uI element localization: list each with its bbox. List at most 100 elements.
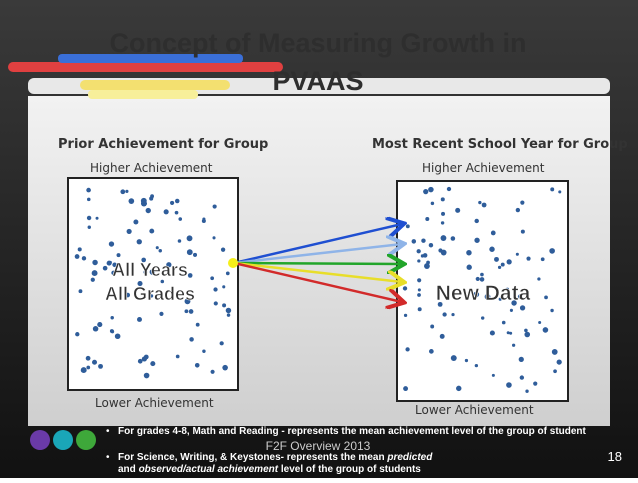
dot <box>450 236 456 241</box>
dot <box>141 356 147 362</box>
dot <box>437 301 443 307</box>
dot <box>451 312 455 317</box>
dot <box>411 239 417 244</box>
dot <box>497 265 502 270</box>
dot <box>428 349 434 354</box>
decor <box>53 430 73 450</box>
dot <box>442 312 447 317</box>
dot <box>475 276 480 281</box>
dot <box>480 272 484 277</box>
bar <box>8 62 283 72</box>
label: Lower Achievement <box>95 396 214 410</box>
dot <box>422 253 428 258</box>
dot <box>174 210 179 215</box>
dot <box>225 307 232 314</box>
dot <box>210 276 215 281</box>
dot <box>430 324 435 329</box>
dot <box>544 295 548 300</box>
dot <box>456 385 462 392</box>
dot <box>140 197 147 204</box>
dot <box>558 190 562 194</box>
dot <box>489 330 495 336</box>
dot <box>126 228 132 235</box>
dot <box>137 358 143 364</box>
dot <box>201 218 206 223</box>
bar <box>88 90 198 99</box>
dot <box>489 246 495 252</box>
arrow <box>233 224 402 265</box>
title: Concept of Measuring Growth in <box>110 28 527 58</box>
dot <box>212 204 217 209</box>
dot <box>149 228 155 234</box>
dot <box>494 256 499 262</box>
dot <box>537 277 541 281</box>
bullet-part: observed/actual achievement <box>139 464 279 475</box>
bar <box>80 80 230 90</box>
dot <box>440 249 447 256</box>
bullet-text: For Science, Writing, & Keystones- repre… <box>118 452 433 463</box>
bullet-mark: • <box>106 452 110 463</box>
bullet-part: and <box>118 464 139 475</box>
dot <box>405 347 410 352</box>
dot <box>525 389 529 393</box>
dot <box>423 188 429 195</box>
dot <box>120 189 126 195</box>
arrow <box>233 244 402 265</box>
decor <box>76 430 96 450</box>
dot <box>78 289 83 294</box>
dot <box>556 359 562 365</box>
dot <box>428 242 434 248</box>
dot <box>163 209 169 215</box>
dot <box>515 252 519 256</box>
dot <box>424 263 430 269</box>
bullet-text: For grades 4-8, Math and Reading - repre… <box>118 426 587 437</box>
dot <box>515 207 521 213</box>
dot <box>155 246 159 250</box>
bullets: • For grades 4-8, Math and Reading - repr… <box>106 426 587 475</box>
box <box>396 180 569 402</box>
dot <box>91 270 98 277</box>
dot <box>219 341 224 346</box>
dot <box>549 248 555 254</box>
dot <box>421 238 426 243</box>
dot <box>526 256 531 261</box>
decor <box>30 430 50 450</box>
dot <box>195 322 200 327</box>
label: Higher Achievement <box>90 161 213 175</box>
dot <box>202 349 206 353</box>
dot <box>80 367 87 374</box>
dot <box>441 211 446 216</box>
dot <box>110 315 114 320</box>
dot <box>222 364 228 371</box>
dot <box>74 254 80 259</box>
dot <box>85 355 91 361</box>
dot <box>417 288 421 292</box>
dot <box>403 313 408 318</box>
dot <box>484 293 491 300</box>
dot <box>506 331 510 335</box>
box-label: All Grades <box>105 284 195 304</box>
page-number: 18 <box>608 449 622 464</box>
dot <box>174 198 180 204</box>
dot <box>149 196 154 201</box>
dot <box>108 241 115 247</box>
dot <box>86 187 91 193</box>
dot <box>517 294 523 299</box>
dot <box>92 259 98 266</box>
dot <box>143 372 150 379</box>
dot <box>455 207 461 213</box>
dot <box>175 354 180 359</box>
dot <box>125 292 131 298</box>
dot <box>500 262 505 267</box>
dot <box>116 253 121 258</box>
dot <box>178 217 183 221</box>
arrows <box>233 224 402 302</box>
dot <box>474 363 479 368</box>
dot <box>509 331 513 335</box>
dot <box>128 198 135 204</box>
dot <box>87 225 91 229</box>
dots <box>74 186 562 393</box>
dot <box>474 218 479 224</box>
dot <box>169 200 175 206</box>
arrow <box>233 261 402 282</box>
